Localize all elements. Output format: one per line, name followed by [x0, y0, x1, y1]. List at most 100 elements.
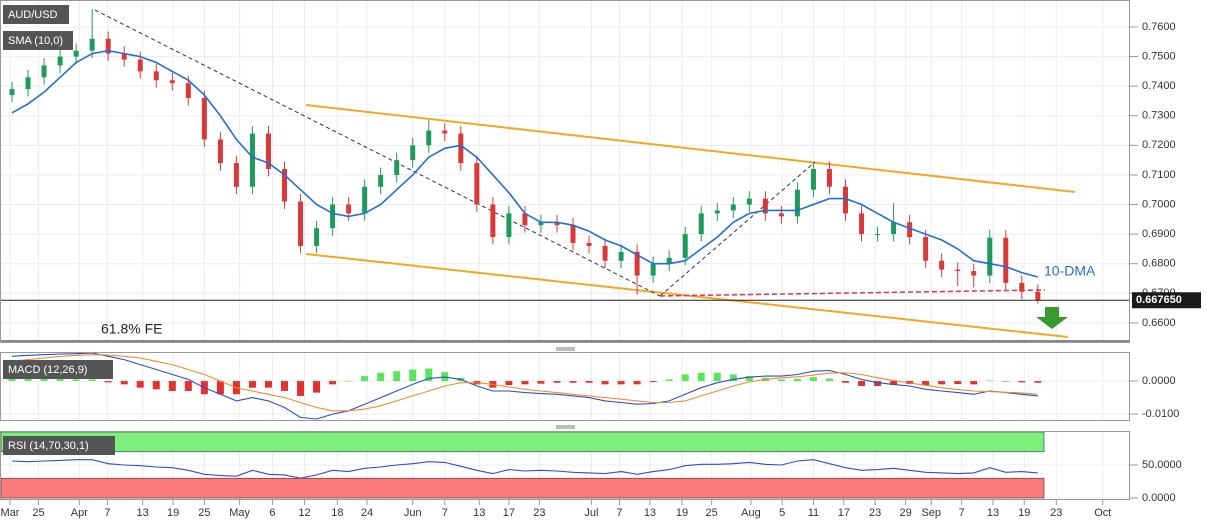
x-tick-label: 23 [869, 507, 881, 519]
x-tick-label: 13 [473, 507, 485, 519]
candle-body [570, 225, 576, 243]
candle-body [939, 260, 945, 270]
y-tick-label: 0.7100 [1142, 169, 1176, 181]
candle-body [778, 213, 784, 217]
x-tick-label: Jul [584, 507, 598, 519]
annotation: 61.8% FE [101, 321, 162, 337]
candle-body [1035, 291, 1041, 301]
x-tick-label: 19 [1018, 507, 1030, 519]
x-tick-label: 23 [1050, 507, 1062, 519]
candle-body [730, 204, 736, 211]
candle-body [265, 133, 271, 170]
y-tick-label: 0.6600 [1142, 317, 1176, 329]
macd-histogram [922, 381, 930, 386]
x-tick-label: 7 [104, 507, 110, 519]
y-tick-label: 0.0000 [1142, 492, 1176, 504]
x-tick-label: 11 [808, 507, 819, 519]
x-tick-label: 25 [32, 507, 44, 519]
candle-body [442, 130, 448, 134]
candle-body [794, 189, 800, 217]
candle-body [298, 201, 304, 246]
x-tick-label: 7 [616, 507, 622, 519]
macd-histogram [248, 381, 256, 388]
candle-body [314, 228, 320, 246]
macd-histogram [777, 379, 785, 382]
x-tick-label: Jun [404, 507, 422, 519]
candle-body [698, 213, 704, 235]
dashed-trend [94, 9, 661, 297]
macd-histogram [986, 380, 994, 382]
macd-histogram [521, 381, 529, 385]
x-tick-label: 23 [533, 507, 545, 519]
candle-body [810, 169, 816, 190]
candle-body [57, 56, 63, 66]
macd-histogram [601, 381, 609, 385]
x-tick-label: Mar [1, 507, 20, 519]
x-tick-label: 17 [838, 507, 850, 519]
candle-body [522, 213, 528, 226]
candle-body [217, 139, 223, 164]
candle-body [634, 251, 640, 276]
last-price-label: 0.667650 [1136, 294, 1182, 306]
macd-histogram [345, 381, 353, 382]
macd-histogram [537, 381, 545, 384]
candle-body [842, 186, 848, 214]
frame [0, 0, 1130, 343]
y-tick-label: 0.6800 [1142, 258, 1176, 270]
candle-body [506, 213, 512, 238]
macd-histogram [40, 377, 48, 382]
x-tick-label: 13 [137, 507, 149, 519]
y-tick-label: 50.0000 [1142, 459, 1182, 471]
candle-body [330, 204, 336, 229]
y-tick-label: 0.7200 [1142, 139, 1176, 151]
macd-histogram [633, 381, 641, 385]
x-tick-label: May [229, 507, 250, 519]
candle-body [923, 237, 929, 261]
macd-histogram [313, 381, 321, 393]
marks [0, 8, 1130, 479]
x-tick-label: 6 [269, 507, 275, 519]
macd-histogram [841, 381, 849, 383]
x-tick-label: Apr [71, 507, 88, 519]
dashed-trend [659, 161, 816, 297]
frame [0, 431, 1130, 500]
frame [0, 352, 1130, 421]
macd-histogram [1034, 381, 1042, 383]
rsi-band [0, 477, 1045, 499]
candle-body [666, 257, 672, 264]
x-tick-label: 17 [503, 507, 515, 519]
y-tick-label: 0.7600 [1142, 21, 1176, 33]
panel-frames [0, 0, 1130, 500]
candle-body [955, 269, 961, 272]
support-line [659, 289, 1046, 297]
annotation: 10-DMA [1044, 263, 1096, 279]
trendlines [0, 9, 1130, 342]
macd-histogram [329, 381, 337, 385]
series-line [11, 459, 1038, 479]
rsi-band [0, 431, 1045, 453]
x-tick-label: 7 [442, 507, 448, 519]
macd-histogram [665, 379, 673, 382]
candle-body [121, 53, 127, 60]
candle-body [394, 160, 400, 175]
candle-body [586, 242, 592, 246]
macd-histogram [649, 381, 657, 383]
x-tick-label: Aug [741, 507, 761, 519]
candle-body [618, 251, 624, 261]
candle-body [105, 38, 111, 54]
candle-body [9, 89, 15, 96]
candle-body [554, 222, 560, 226]
candle-body [538, 222, 544, 226]
candle-body [602, 245, 608, 261]
macd-histogram [585, 381, 593, 383]
x-tick-label: Oct [1094, 507, 1111, 519]
title-box [3, 436, 115, 455]
macd-histogram [617, 381, 625, 385]
candle-body [73, 50, 79, 57]
candle-body [891, 222, 897, 235]
candle-body [410, 145, 416, 161]
macd-histogram [264, 381, 272, 388]
macd-histogram [713, 372, 721, 382]
candle-body [426, 130, 432, 146]
y-tick-label: 0.0000 [1142, 375, 1176, 387]
